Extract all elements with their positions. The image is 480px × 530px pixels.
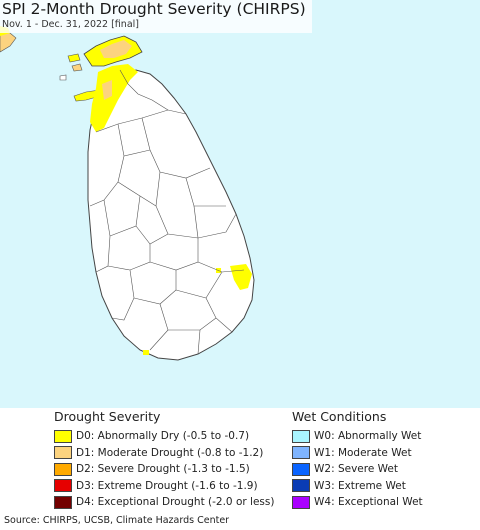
swatch-d0 xyxy=(54,429,72,443)
legend-item-d2: D2: Severe Drought (-1.3 to -1.5) xyxy=(54,461,274,477)
swatch-w1 xyxy=(292,446,310,459)
legend-label-w4: W4: Exceptional Wet xyxy=(314,496,423,508)
swatch-d1 xyxy=(54,446,72,459)
title-box: SPI 2-Month Drought Severity (CHIRPS) No… xyxy=(0,0,312,33)
island-1 xyxy=(67,53,81,63)
legend-item-d0: D0: Abnormally Dry (-0.5 to -0.7) xyxy=(54,428,274,444)
drought-legend: Drought Severity D0: Abnormally Dry (-0.… xyxy=(54,408,274,511)
legend-label-d2: D2: Severe Drought (-1.3 to -1.5) xyxy=(76,463,250,475)
legend-label-w1: W1: Moderate Wet xyxy=(314,446,412,459)
island-3 xyxy=(59,74,67,81)
legend-item-w1: W1: Moderate Wet xyxy=(292,445,423,461)
island-2 xyxy=(71,63,83,72)
swatch-w0 xyxy=(292,429,310,443)
legend-item-w3: W3: Extreme Wet xyxy=(292,478,423,494)
legend-item-d3: D3: Extreme Drought (-1.6 to -1.9) xyxy=(54,478,274,494)
jaffna-d1 xyxy=(100,40,132,58)
source-credit: Source: CHIRPS, UCSB, Climate Hazards Ce… xyxy=(4,515,230,526)
legend-label-w2: W2: Severe Wet xyxy=(314,463,398,475)
legend-item-w4: W4: Exceptional Wet xyxy=(292,494,423,510)
swatch-w3 xyxy=(292,479,310,492)
district-boundaries xyxy=(89,69,245,355)
legend-item-d4: D4: Exceptional Drought (-2.0 or less) xyxy=(54,494,274,510)
legend-item-w2: W2: Severe Wet xyxy=(292,461,423,477)
legend: Drought Severity D0: Abnormally Dry (-0.… xyxy=(0,408,480,512)
legend-item-w0: W0: Abnormally Wet xyxy=(292,428,423,444)
map-title: SPI 2-Month Drought Severity (CHIRPS) xyxy=(2,0,306,18)
map-subtitle: Nov. 1 - Dec. 31, 2022 [final] xyxy=(2,19,139,30)
swatch-d4 xyxy=(54,495,72,509)
south-dry-spot xyxy=(143,350,149,355)
legend-label-d1: D1: Moderate Drought (-0.8 to -1.2) xyxy=(76,446,264,459)
legend-label-d4: D4: Exceptional Drought (-2.0 or less) xyxy=(76,496,275,508)
drought-legend-heading: Drought Severity xyxy=(54,409,161,424)
swatch-w4 xyxy=(292,495,310,509)
swatch-d3 xyxy=(54,479,72,492)
legend-label-w3: W3: Extreme Wet xyxy=(314,479,406,492)
legend-label-d3: D3: Extreme Drought (-1.6 to -1.9) xyxy=(76,479,258,492)
wet-legend-heading: Wet Conditions xyxy=(292,409,387,424)
northwest-d1-area xyxy=(102,80,112,100)
legend-label-d0: D0: Abnormally Dry (-0.5 to -0.7) xyxy=(76,430,250,442)
swatch-w2 xyxy=(292,462,310,476)
legend-label-w0: W0: Abnormally Wet xyxy=(314,430,422,442)
legend-item-d1: D1: Moderate Drought (-0.8 to -1.2) xyxy=(54,445,274,461)
map-svg xyxy=(0,26,255,361)
map-area: SPI 2-Month Drought Severity (CHIRPS) No… xyxy=(0,0,480,408)
swatch-d2 xyxy=(54,462,72,476)
sri-lanka-landmass xyxy=(87,69,255,361)
wet-legend: Wet Conditions W0: Abnormally Wet W1: Mo… xyxy=(292,408,423,511)
